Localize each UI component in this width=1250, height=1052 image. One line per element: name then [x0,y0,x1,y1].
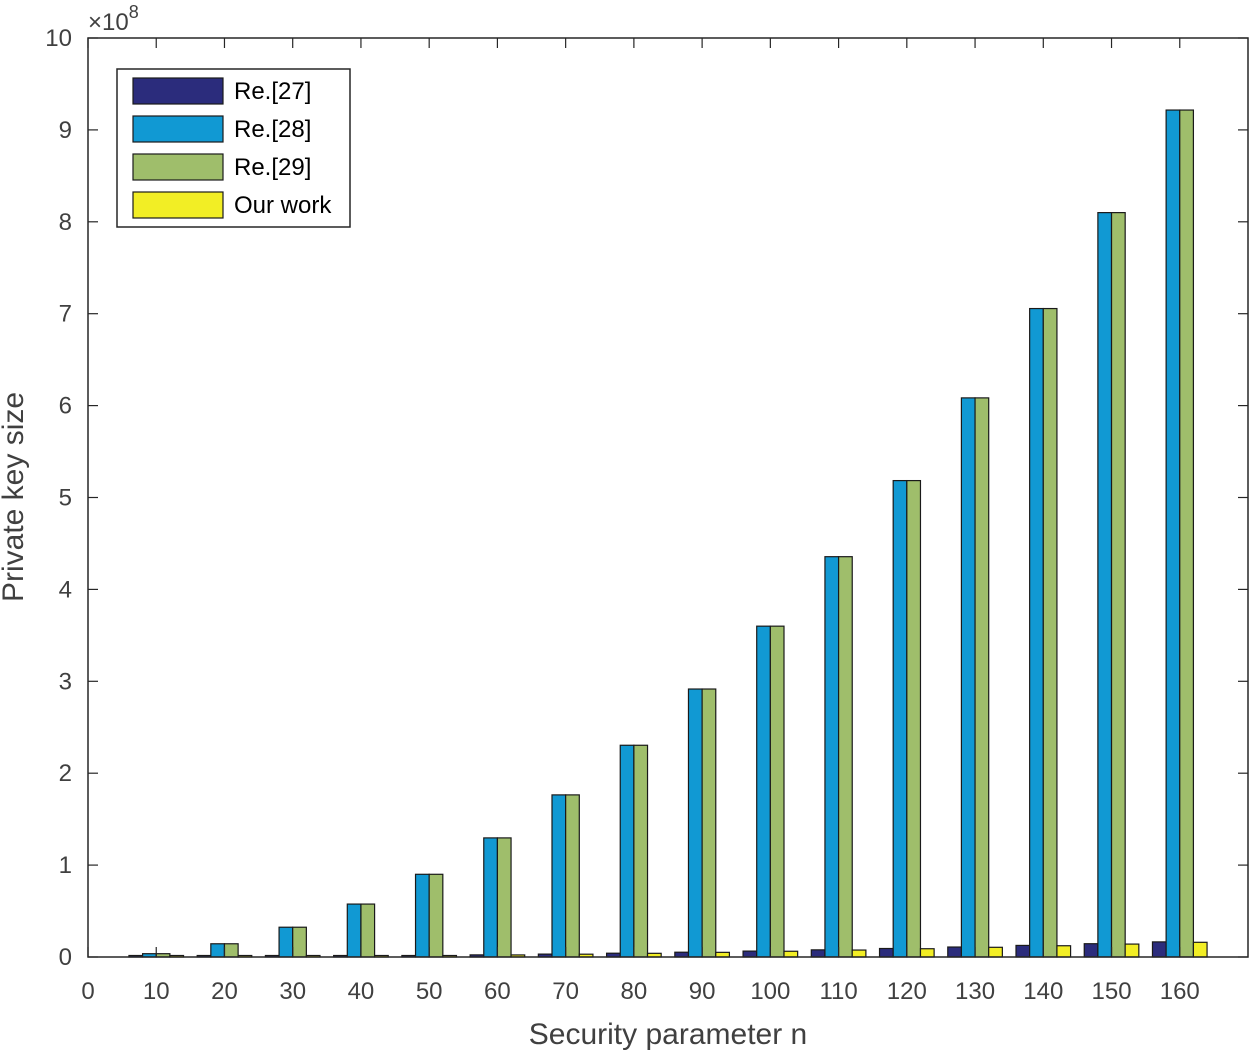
legend-label-3: Re.[29] [234,154,311,181]
bar-re-29--150 [1110,212,1126,958]
bar-re-28--40 [346,903,362,958]
bar-re-28--110 [824,556,840,958]
bar-re-29--70 [565,794,580,958]
bar-re-27--160 [1151,941,1167,958]
x-tick-label: 20 [211,978,238,1005]
bar-re-28--130 [960,397,976,958]
x-tick-label: 10 [143,978,170,1005]
y-tick-label: 7 [59,301,72,328]
bar-re-29--80 [633,744,649,958]
y-tick-label: 5 [59,485,72,512]
x-tick-label: 90 [689,978,716,1005]
bar-re-29--120 [906,479,922,958]
y-tick-label: 2 [59,760,72,787]
legend: Re.[27] Re.[28] Re.[29] Our work [116,68,351,228]
legend-label-1: Re.[27] [234,78,311,105]
bar-re-29--90 [701,688,717,958]
bar-re-29--110 [837,556,853,958]
x-axis-label: Security parameter n [529,1018,807,1051]
x-tick-label: 50 [416,978,443,1005]
x-tick-label: 130 [955,978,995,1005]
bar-re-28--160 [1165,109,1181,958]
bar-our-work-110 [851,949,867,958]
bars-group [128,109,1208,958]
bar-re-27--110 [810,949,826,958]
plot-frame [87,37,1249,958]
x-tick-label: 30 [279,978,306,1005]
legend-swatch-2 [132,115,224,143]
bar-re-28--70 [551,794,567,958]
bar-our-work-150 [1124,943,1140,958]
y-tick-label: 0 [59,944,72,971]
bar-re-27--140 [1015,944,1031,958]
bar-our-work-160 [1192,941,1208,958]
x-tick-label: 150 [1092,978,1132,1005]
bar-our-work-140 [1056,945,1072,958]
bar-re-29--20 [223,943,239,958]
y-exponent-label: ×108 [88,2,139,36]
bar-re-29--50 [428,873,444,958]
bar-re-28--80 [619,744,635,958]
legend-label-4: Our work [234,192,332,219]
bar-re-29--60 [496,837,512,958]
bar-re-29--160 [1179,109,1195,958]
x-tick-label: 120 [887,978,927,1005]
y-tick-label: 6 [59,393,72,420]
y-tick-label: 4 [59,576,72,603]
bar-re-28--100 [756,625,771,958]
x-tick-label: 160 [1160,978,1200,1005]
x-tick-label: 140 [1023,978,1063,1005]
bar-re-28--90 [687,688,703,958]
ticks-group: 0 10 20 30 40 50 60 70 80 90 100 110 120 130 140 150 160… [45,25,1248,1005]
legend-swatch-1 [132,77,224,105]
bar-re-29--30 [292,926,307,958]
bar-re-29--100 [769,625,785,958]
y-tick-label: 3 [59,668,72,695]
y-tick-label: 1 [59,852,72,879]
bar-re-27--120 [878,947,894,958]
bar-our-work-130 [988,946,1003,958]
x-tick-label: 40 [348,978,375,1005]
bar-re-27--100 [742,950,758,958]
bar-re-28--20 [210,943,226,958]
bar-our-work-100 [783,950,799,958]
legend-label-2: Re.[28] [234,116,311,143]
legend-swatch-3 [132,153,224,181]
y-tick-label: 10 [45,25,72,52]
y-axis-label: Private key size [0,392,30,602]
bar-re-28--120 [892,479,908,958]
x-tick-label: 70 [552,978,579,1005]
bar-re-28--60 [483,837,499,958]
x-tick-label: 80 [621,978,648,1005]
bar-re-27--130 [947,946,963,958]
bar-re-27--150 [1083,943,1099,958]
bar-re-29--130 [974,397,990,958]
bar-re-28--50 [414,873,430,958]
bar-re-28--140 [1029,307,1044,958]
x-tick-label: 110 [819,978,857,1005]
x-tick-label: 60 [484,978,511,1005]
bar-re-28--30 [278,926,294,958]
bar-re-28--150 [1097,212,1113,958]
legend-swatch-4 [132,191,224,219]
x-tick-label: 100 [750,978,790,1005]
y-tick-label: 8 [59,209,72,236]
y-tick-label: 9 [59,117,72,144]
x-tick-label: 0 [81,978,94,1005]
bar-re-29--40 [360,903,376,958]
bar-re-29--140 [1042,307,1058,958]
bar-our-work-120 [919,948,935,958]
